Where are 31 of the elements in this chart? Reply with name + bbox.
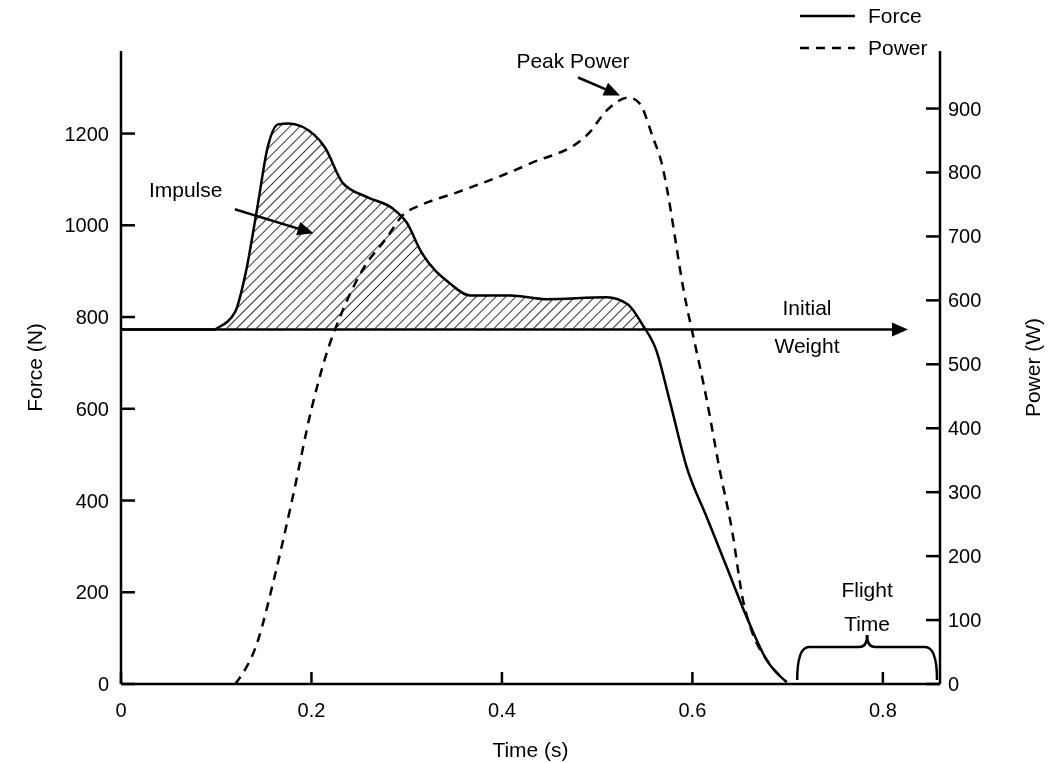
y2-axis-title: Power (W): [1021, 317, 1044, 418]
x-tick-label: 0.8: [868, 699, 897, 721]
x-tick-label: 0.2: [297, 699, 326, 721]
y2-tick-label: 300: [948, 481, 982, 504]
y-tick-label: 200: [75, 581, 109, 604]
y-tick-label: 1200: [64, 122, 109, 145]
x-tick-label: 0.4: [488, 699, 516, 721]
y-tick-label: 1000: [64, 214, 109, 237]
legend-label: Power: [868, 36, 928, 59]
legend-label: Force: [868, 4, 922, 27]
y-tick-label: 600: [75, 397, 109, 420]
y2-tick-label: 800: [948, 161, 982, 184]
x-axis-title: Time (s): [492, 738, 569, 761]
y2-tick-label: 600: [948, 289, 982, 312]
ref-line-label: Initial Weight: [774, 296, 840, 358]
y-axis-title: Force (N): [23, 323, 46, 412]
annotation: Peak Power: [516, 49, 630, 73]
x-tick-label: 0.6: [678, 699, 707, 721]
y2-tick-label: 500: [948, 353, 982, 376]
y-tick-label: 0: [97, 673, 109, 695]
y-tick-label: 800: [75, 306, 109, 329]
y2-tick-label: 0: [948, 673, 960, 695]
y2-tick-label: 100: [948, 609, 982, 632]
y2-tick-label: 900: [948, 97, 982, 120]
y2-tick-label: 700: [948, 225, 982, 248]
y2-tick-label: 400: [948, 417, 982, 440]
annotation: Flight Time: [841, 578, 893, 635]
annotation: Impulse: [148, 177, 223, 201]
y-tick-label: 400: [75, 489, 109, 512]
x-tick-label: 0: [115, 699, 127, 721]
y2-tick-label: 200: [948, 545, 982, 568]
